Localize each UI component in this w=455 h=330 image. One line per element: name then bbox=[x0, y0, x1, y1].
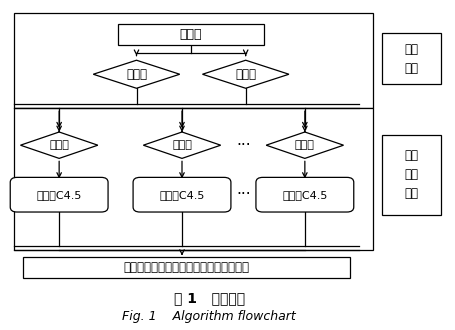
FancyBboxPatch shape bbox=[133, 178, 231, 212]
Text: 决策树C4.5: 决策树C4.5 bbox=[36, 190, 82, 200]
Text: ···: ··· bbox=[236, 187, 251, 202]
Text: 所有分类器预测结果众数为最终预测结果: 所有分类器预测结果众数为最终预测结果 bbox=[124, 261, 249, 274]
Text: 负样本: 负样本 bbox=[235, 68, 256, 81]
FancyBboxPatch shape bbox=[382, 135, 441, 214]
Text: 正样本: 正样本 bbox=[126, 68, 147, 81]
Text: 随机
森林
预测: 随机 森林 预测 bbox=[405, 149, 419, 200]
Polygon shape bbox=[20, 132, 98, 158]
Text: 图 1   算法流程: 图 1 算法流程 bbox=[174, 292, 245, 306]
Polygon shape bbox=[143, 132, 221, 158]
Text: ···: ··· bbox=[236, 138, 251, 153]
Text: 子样本: 子样本 bbox=[295, 140, 315, 150]
Text: 抽样
过程: 抽样 过程 bbox=[405, 43, 419, 75]
Text: 子样本: 子样本 bbox=[49, 140, 69, 150]
FancyBboxPatch shape bbox=[14, 108, 373, 250]
FancyBboxPatch shape bbox=[23, 257, 350, 278]
FancyBboxPatch shape bbox=[118, 24, 264, 45]
Text: 子样本: 子样本 bbox=[172, 140, 192, 150]
Text: Fig. 1    Algorithm flowchart: Fig. 1 Algorithm flowchart bbox=[122, 310, 296, 323]
Polygon shape bbox=[93, 60, 180, 88]
FancyBboxPatch shape bbox=[256, 178, 354, 212]
Text: 总样本: 总样本 bbox=[180, 28, 202, 41]
FancyBboxPatch shape bbox=[382, 33, 441, 84]
Text: 决策树C4.5: 决策树C4.5 bbox=[282, 190, 328, 200]
Polygon shape bbox=[266, 132, 344, 158]
FancyBboxPatch shape bbox=[10, 178, 108, 212]
Text: 决策树C4.5: 决策树C4.5 bbox=[159, 190, 205, 200]
FancyBboxPatch shape bbox=[14, 13, 373, 108]
Polygon shape bbox=[202, 60, 289, 88]
